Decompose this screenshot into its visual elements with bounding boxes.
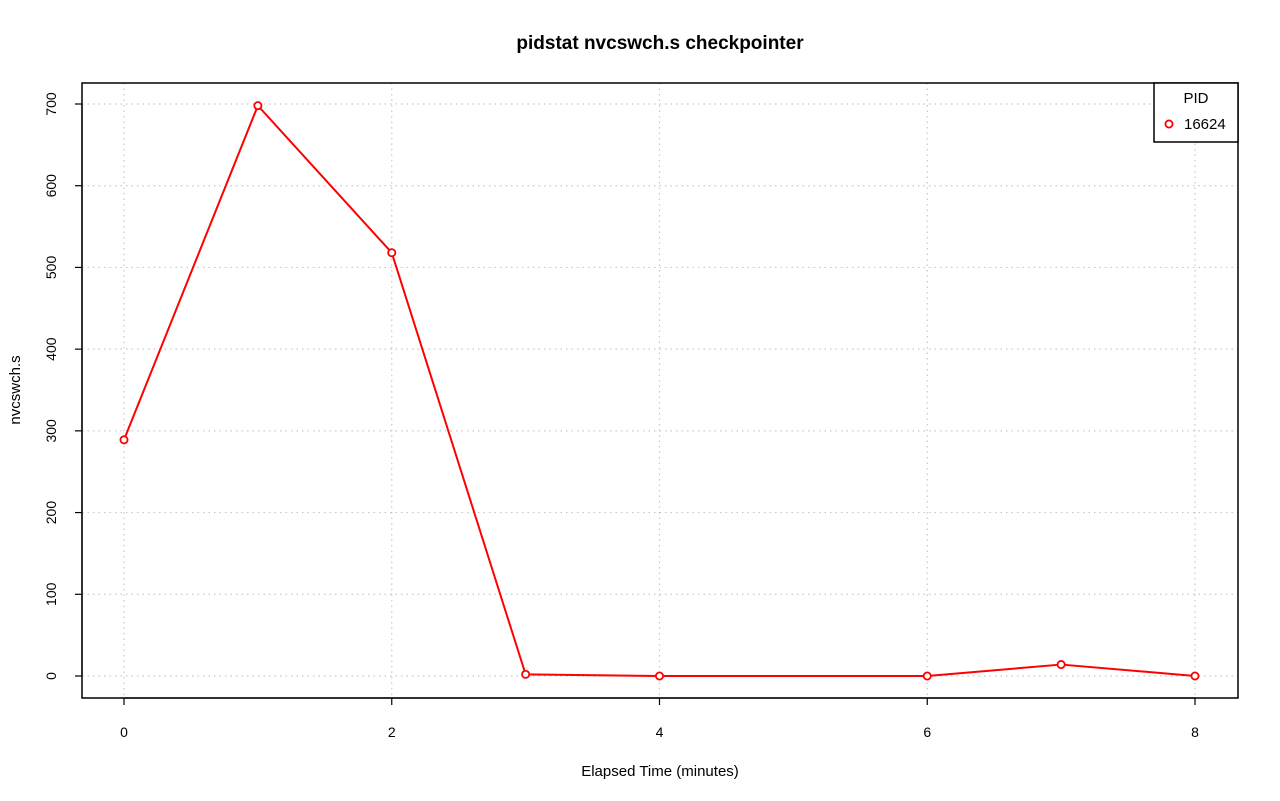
- y-axis: 0 100 200 300 400 500 600 700: [43, 92, 83, 680]
- data-point-0-3: [521, 669, 531, 679]
- legend: PID 16624: [1153, 82, 1239, 143]
- y-tick-label-4: 400: [43, 337, 59, 361]
- y-tick-label-7: 700: [43, 92, 59, 116]
- x-tick-label-0: 0: [120, 724, 128, 740]
- x-tick-label-3: 6: [923, 724, 931, 740]
- legend-entry-label: 16624: [1184, 116, 1226, 133]
- data-point-0-7: [1190, 671, 1200, 681]
- x-tick-label-1: 2: [388, 724, 396, 740]
- x-tick-label-4: 8: [1191, 724, 1199, 740]
- x-tick-label-2: 4: [656, 724, 664, 740]
- legend-box: [1153, 82, 1239, 143]
- chart-title: pidstat nvcswch.s checkpointer: [516, 33, 804, 54]
- data-point-0-2: [387, 248, 397, 258]
- data-point-0-1: [253, 101, 263, 111]
- grid: [82, 83, 1238, 698]
- x-axis: 0 2 4 6 8: [120, 697, 1199, 740]
- data-point-0-4: [655, 671, 665, 681]
- legend-title: PID: [1183, 90, 1208, 107]
- series-line-0: [123, 104, 1196, 677]
- x-axis-label: Elapsed Time (minutes): [581, 763, 739, 780]
- y-axis-label: nvcswch.s: [7, 355, 24, 424]
- y-tick-label-5: 500: [43, 256, 59, 280]
- series-layer: [119, 101, 1200, 681]
- y-tick-label-0: 0: [43, 672, 59, 680]
- data-point-0-6: [1056, 660, 1066, 670]
- y-tick-label-2: 200: [43, 501, 59, 525]
- legend-marker: [1164, 119, 1174, 129]
- data-point-0-0: [119, 435, 129, 445]
- y-tick-label-1: 100: [43, 582, 59, 606]
- y-tick-label-3: 300: [43, 419, 59, 443]
- y-tick-label-6: 600: [43, 174, 59, 198]
- data-point-0-5: [922, 671, 932, 681]
